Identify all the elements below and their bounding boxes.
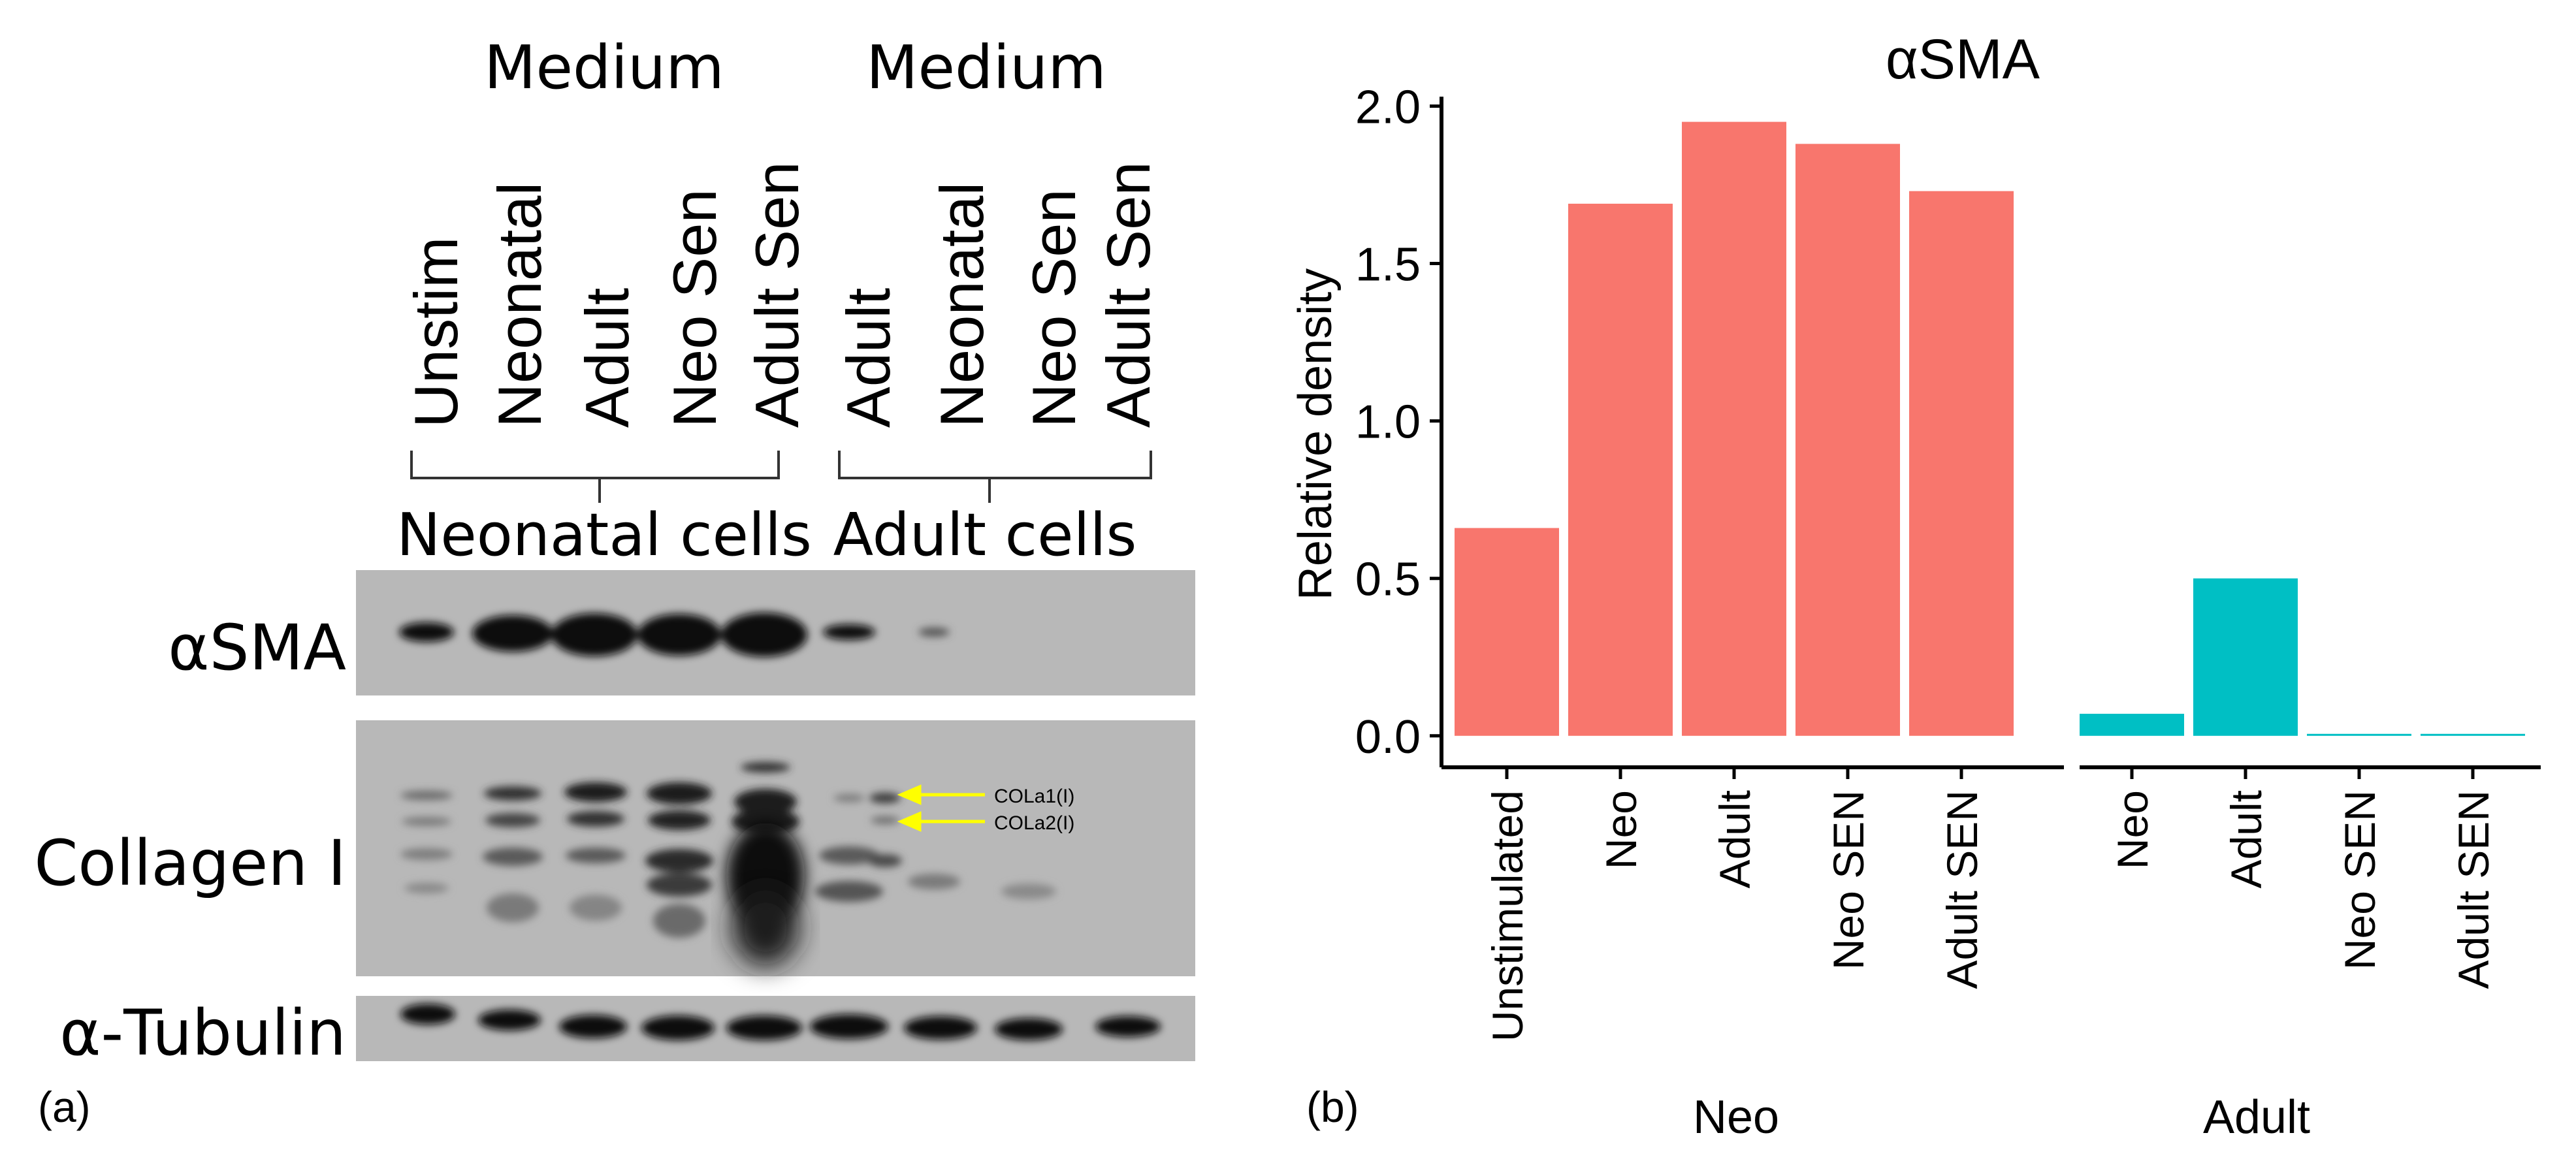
x-tick-label: Neo SEN xyxy=(2336,790,2384,970)
y-tick-label: 1.5 xyxy=(1355,239,1421,291)
facet-label: Neo xyxy=(1693,1091,1779,1143)
bar-chart-panel: αSMA Relative density 0.0 0.5 1.0 1.5 2.0 Un… xyxy=(1289,28,2541,1143)
bar xyxy=(2307,733,2411,736)
medium-header-neonatal: Medium xyxy=(484,33,724,103)
x-tick-label: Adult SEN xyxy=(1938,790,1986,989)
blot-label-tubulin: α-Tubulin xyxy=(59,997,346,1070)
lane-label: Adult xyxy=(573,288,641,428)
bar xyxy=(2193,578,2298,736)
western-blot-panel: Medium Medium Unstim Neonatal Adult Neo … xyxy=(34,33,1195,1131)
x-tick-label: Adult xyxy=(1711,790,1759,888)
x-tick-label: Adult xyxy=(2222,790,2270,888)
lane-labels: Unstim Neonatal Adult Neo Sen Adult Sen … xyxy=(402,161,1163,428)
lane-label: Neonatal xyxy=(927,182,996,428)
blot-asma xyxy=(356,570,1195,695)
x-tick-label: Neo xyxy=(1597,790,1645,869)
bar xyxy=(2421,733,2525,736)
bar xyxy=(1682,121,1786,736)
group-label-neonatal: Neonatal cells xyxy=(396,501,812,569)
blot-label-asma: αSMA xyxy=(168,611,346,684)
y-tick-label: 0.0 xyxy=(1355,711,1421,763)
bars xyxy=(1455,121,2525,736)
bar xyxy=(1909,191,2014,736)
y-tick-label: 1.0 xyxy=(1355,396,1421,449)
x-tick-label: Adult SEN xyxy=(2449,790,2498,989)
group-label-adult: Adult cells xyxy=(833,501,1137,569)
y-tick-label: 0.5 xyxy=(1355,554,1421,606)
lane-label: Adult Sen xyxy=(743,161,811,428)
chart-title: αSMA xyxy=(1886,28,2040,91)
band-annotation-arrows xyxy=(897,784,985,832)
band-label-cola2: COLa2(I) xyxy=(994,812,1074,834)
medium-header-adult: Medium xyxy=(866,33,1106,103)
x-tick-labels: Unstimulated Neo Adult Neo SEN Adult SEN Neo A… xyxy=(1483,767,2498,1042)
y-axis-label: Relative density xyxy=(1289,268,1342,600)
facet-label: Adult xyxy=(2203,1091,2310,1143)
group-brackets xyxy=(410,451,1152,503)
bar xyxy=(2080,714,2184,736)
lane-label: Neo Sen xyxy=(1020,189,1088,428)
lane-label: Adult Sen xyxy=(1094,161,1163,428)
panel-a-label: (a) xyxy=(38,1083,91,1131)
panel-b-label: (b) xyxy=(1306,1083,1359,1131)
lane-label: Unstim xyxy=(402,237,470,428)
blot-collagen: COLa1(I) COLa2(I) xyxy=(356,720,1195,976)
y-axis: 0.0 0.5 1.0 1.5 2.0 xyxy=(1355,81,1443,767)
lane-label: Neo Sen xyxy=(660,189,729,428)
lane-label: Adult xyxy=(834,288,903,428)
blot-label-collagen: Collagen I xyxy=(34,827,346,900)
band-label-cola1: COLa1(I) xyxy=(994,786,1074,807)
y-tick-label: 2.0 xyxy=(1355,81,1421,133)
bar xyxy=(1568,203,1673,736)
facet-labels: Neo Adult xyxy=(1693,1091,2310,1143)
x-tick-label: Neo xyxy=(2108,790,2157,869)
x-tick-label: Unstimulated xyxy=(1483,790,1532,1042)
blot-tubulin xyxy=(356,996,1195,1061)
lane-label: Neonatal xyxy=(485,182,554,428)
bar xyxy=(1795,144,1900,736)
x-tick-label: Neo SEN xyxy=(1824,790,1873,970)
bar xyxy=(1455,528,1559,736)
